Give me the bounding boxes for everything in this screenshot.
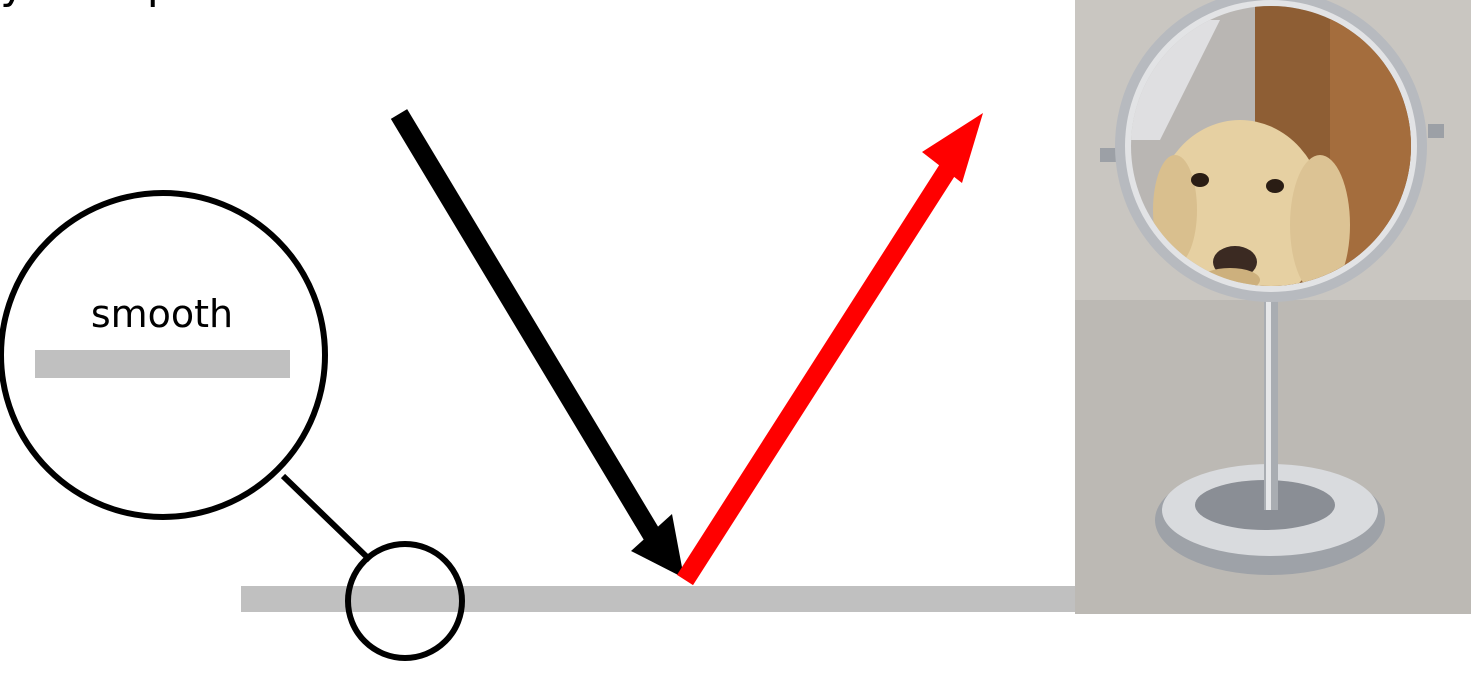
mirror-photo (1075, 0, 1471, 614)
reflected-ray (676, 152, 964, 586)
incident-ray (390, 109, 661, 540)
magnifier-connector-line (280, 473, 373, 563)
focus-circle (345, 541, 465, 661)
magnified-surface (35, 350, 290, 378)
incident-ray-arrowhead (631, 514, 684, 578)
smooth-label: smooth (91, 292, 233, 336)
reflecting-surface (241, 586, 1075, 612)
dog-reflection (1153, 120, 1350, 286)
reflected-ray-arrowhead (922, 113, 983, 183)
slide-title-fragment: y smo p (0, 0, 175, 9)
